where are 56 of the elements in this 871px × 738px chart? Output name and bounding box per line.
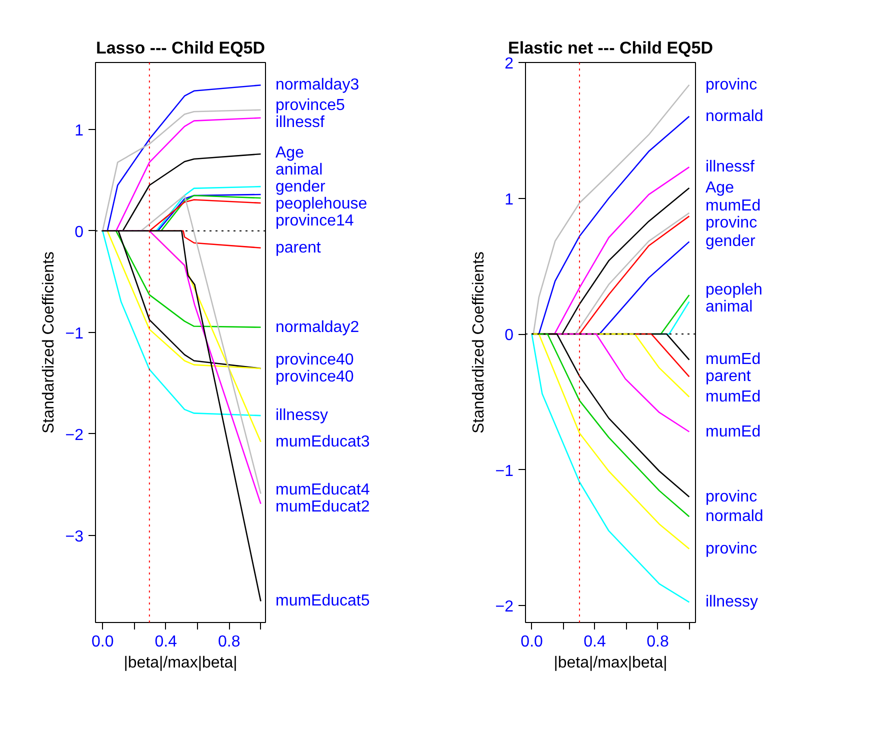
series-label: gender: [706, 233, 756, 250]
series-label: normalday2: [276, 318, 360, 336]
series-label: gender: [276, 178, 326, 196]
series-label: provinc: [706, 488, 758, 506]
series-label: Age: [706, 179, 734, 196]
series-label: mumEducat3: [276, 433, 370, 450]
series-label: animal: [276, 162, 323, 179]
y-tick-label: −1: [65, 325, 84, 342]
series-label: mumEd: [706, 423, 761, 440]
series-label: normald: [706, 108, 764, 125]
series-label: parent: [706, 368, 752, 386]
y-tick-label: −2: [65, 426, 84, 444]
chart-title: Lasso --- Child EQ5D: [96, 38, 266, 58]
series-label: illnessy: [276, 407, 328, 424]
series-label: mumEducat4: [276, 482, 370, 499]
y-axis-title: Standardized Coefficients: [470, 251, 488, 434]
y-tick-label: −1: [495, 462, 514, 480]
series-label: illnessf: [706, 158, 755, 176]
series-label: normalday3: [276, 76, 360, 94]
y-axis-title: Standardized Coefficients: [40, 251, 58, 434]
series-label: peoplehouse: [276, 196, 368, 213]
series-label: province14: [276, 212, 354, 230]
series-label: mumEd: [706, 198, 761, 215]
series-label: illnessy: [706, 594, 758, 611]
series-label: normald: [706, 508, 764, 526]
series-label: provinc: [706, 76, 758, 94]
y-tick-label: 1: [74, 122, 84, 140]
series-label: province40: [276, 368, 354, 386]
series-label: provinc: [706, 540, 758, 558]
x-axis-title: |beta|/max|beta|: [554, 654, 668, 672]
series-label: provinc: [706, 214, 758, 232]
series-label: mumEducat5: [276, 592, 370, 610]
y-tick-label: 0: [74, 224, 84, 241]
x-tick-label: 0.4: [584, 634, 606, 650]
series-label: mumEd: [706, 388, 761, 406]
series-label: province40: [276, 351, 354, 368]
y-tick-label: 1: [504, 191, 514, 208]
y-tick-label: −2: [495, 598, 514, 616]
x-tick-label: 0.8: [218, 634, 240, 650]
series-label: mumEducat2: [276, 498, 370, 516]
x-axis-title: |beta|/max|beta|: [124, 654, 238, 672]
series-label: mumEd: [706, 351, 761, 368]
series-label: Age: [276, 144, 304, 162]
y-tick-label: 0: [504, 327, 514, 344]
series-label: parent: [276, 239, 322, 256]
x-tick-label: 0.4: [154, 634, 178, 650]
series-label: illnessf: [276, 114, 325, 131]
series-label: province5: [276, 96, 345, 114]
chart-title: Elastic net --- Child EQ5D: [508, 38, 713, 58]
x-tick-label: 0.0: [91, 634, 114, 650]
x-tick-label: 0.8: [646, 634, 669, 650]
y-tick-label: 2: [504, 56, 514, 72]
series-label: animal: [706, 298, 753, 316]
x-tick-label: 0.0: [520, 634, 544, 650]
y-tick-label: −3: [65, 528, 84, 546]
series-label: peopleh: [706, 281, 762, 298]
